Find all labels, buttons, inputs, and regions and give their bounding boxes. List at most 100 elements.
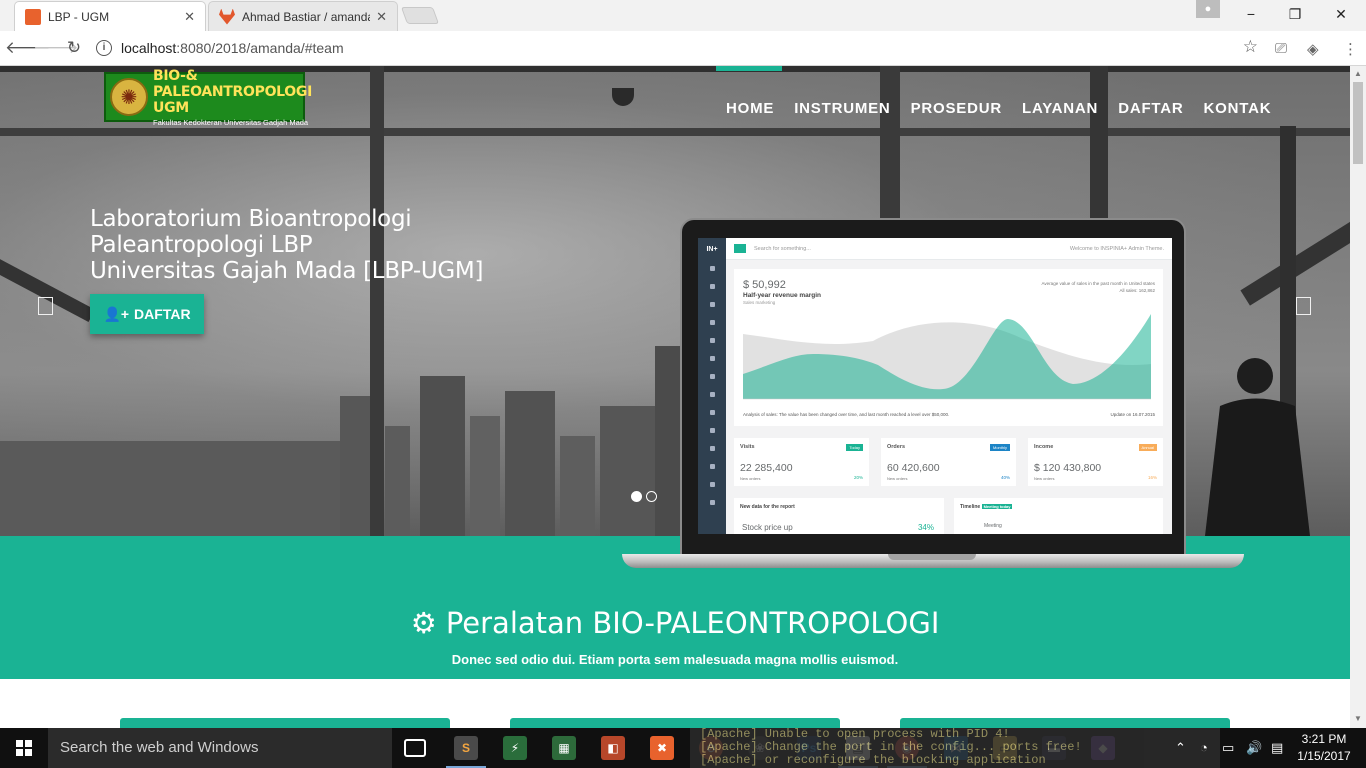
- new-tab-button[interactable]: [400, 7, 440, 24]
- menu-item-daftar[interactable]: DAFTAR: [1118, 100, 1184, 117]
- dashboard-sidebar: IN+: [698, 238, 726, 534]
- laptop-notch: [888, 554, 976, 560]
- carousel-dot-1[interactable]: [631, 491, 642, 502]
- hero-headline: Laboratorium Bioantropologi Paleantropol…: [90, 206, 483, 284]
- window-beam: [0, 128, 1350, 136]
- taskbar-search[interactable]: Search the web and Windows: [48, 728, 392, 768]
- menu-item-layanan[interactable]: LAYANAN: [1022, 100, 1099, 117]
- chevron-up-icon[interactable]: ⌃: [1175, 740, 1186, 755]
- notification-icon[interactable]: ▤: [1271, 740, 1284, 755]
- sidebar-icon: [709, 320, 715, 325]
- hero-line: Universitas Gajah Mada [LBP-UGM]: [90, 258, 484, 284]
- back-button[interactable]: 🡐: [5, 38, 51, 57]
- xampp-icon[interactable]: ✖: [650, 736, 674, 760]
- window-beam: [880, 66, 900, 226]
- daftar-button[interactable]: 👤+ DAFTAR: [90, 294, 204, 334]
- url-text[interactable]: localhost:8080/2018/amanda/#team: [121, 40, 344, 56]
- address-bar[interactable]: i localhost:8080/2018/amanda/#team ☆: [92, 35, 1268, 61]
- tab-lbp-ugm[interactable]: LBP - UGM ✕: [14, 1, 206, 31]
- minimize-button[interactable]: −: [1246, 6, 1256, 22]
- revenue-value: $ 50,992: [743, 279, 786, 291]
- instrument-card[interactable]: [510, 718, 840, 728]
- instrument-card[interactable]: [120, 718, 450, 728]
- site-logo[interactable]: ✺ BIO-& PALEOANTROPOLOGI UGM Fakultas Ke…: [104, 68, 312, 127]
- clock-date: 1/15/2017: [1297, 749, 1351, 763]
- gear-icon: ⚙: [410, 606, 437, 640]
- menu-item-home[interactable]: HOME: [726, 100, 775, 117]
- close-window-button[interactable]: ✕: [1335, 5, 1347, 22]
- timeline-badge: Meeting today: [981, 504, 1013, 509]
- app-icon[interactable]: ⚡: [503, 736, 527, 760]
- extension-icon[interactable]: ◈: [1307, 41, 1319, 58]
- page-scrollbar[interactable]: ▲ ▼: [1350, 66, 1366, 728]
- menu-icon[interactable]: ⋮: [1343, 41, 1358, 58]
- scroll-up-icon[interactable]: ▲: [1354, 69, 1362, 78]
- profile-icon[interactable]: ●: [1196, 0, 1220, 18]
- wifi-icon[interactable]: ◔: [1200, 740, 1208, 755]
- tab-gitlab[interactable]: Ahmad Bastiar / amanda ✕: [208, 1, 398, 31]
- security-camera: [612, 88, 634, 106]
- revenue-chart-panel: $ 50,992 Half-year revenue margin Sales …: [734, 269, 1163, 426]
- dashboard-topbar: Search for something... Welcome to INSPI…: [726, 238, 1172, 260]
- hamburger-icon: [734, 244, 746, 253]
- bookmark-star-icon[interactable]: ☆: [1242, 37, 1258, 56]
- stat-pct: 40%: [1000, 475, 1010, 480]
- carousel-dot-2[interactable]: [646, 491, 657, 502]
- stat-pct: 20%: [853, 475, 863, 480]
- sidebar-icon: [709, 464, 715, 469]
- info-icon[interactable]: i: [96, 40, 112, 56]
- building: [560, 436, 595, 536]
- section-title-text: Peralatan BIO-PALEONTROPOLOGI: [445, 606, 940, 640]
- panel-title: Timeline Meeting today: [960, 504, 1013, 510]
- web-page: ✺ BIO-& PALEOANTROPOLOGI UGM Fakultas Ke…: [0, 66, 1350, 728]
- tab-title: LBP - UGM: [48, 9, 110, 24]
- task-view-icon[interactable]: [404, 739, 426, 757]
- building: [420, 376, 465, 536]
- sidebar-icon: [709, 284, 715, 289]
- window-beam: [370, 66, 384, 536]
- maximize-button[interactable]: ❐: [1288, 5, 1302, 22]
- building: [655, 346, 680, 536]
- cast-icon[interactable]: ⎚: [1275, 40, 1288, 57]
- tab-close-icon[interactable]: ✕: [184, 8, 195, 24]
- sublime-text-icon[interactable]: S: [454, 736, 478, 760]
- hero-line: Laboratorium Bioantropologi: [90, 206, 412, 232]
- area-chart: [743, 314, 1151, 400]
- sidebar-icon: [709, 392, 715, 397]
- scrollbar-thumb[interactable]: [1353, 82, 1363, 164]
- carousel-prev-button[interactable]: [38, 297, 53, 315]
- menu-item-instrumen[interactable]: INSTRUMEN: [794, 100, 891, 117]
- carousel-next-button[interactable]: [1296, 297, 1311, 315]
- menu-item-kontak[interactable]: KONTAK: [1203, 100, 1272, 117]
- tab-strip: LBP - UGM ✕ Ahmad Bastiar / amanda ✕ ● −…: [0, 0, 1366, 31]
- battery-icon[interactable]: ▭: [1222, 740, 1235, 755]
- instrument-card[interactable]: [900, 718, 1230, 728]
- excel-icon[interactable]: ▦: [552, 736, 576, 760]
- office-icon[interactable]: ◧: [601, 736, 625, 760]
- start-button[interactable]: [0, 728, 48, 768]
- city-block: [0, 441, 340, 536]
- main-menu: HOME INSTRUMEN PROSEDUR LAYANAN DAFTAR K…: [716, 97, 1281, 120]
- panel-row: Meeting: [984, 523, 1002, 529]
- chart-title: Half-year revenue margin: [743, 292, 822, 299]
- windows-icon: [16, 740, 32, 756]
- reload-button[interactable]: ↻: [66, 38, 82, 57]
- stat-badge: Monthly: [989, 444, 1010, 451]
- sidebar-icon: [709, 374, 715, 379]
- stat-sub: New orders: [887, 476, 908, 481]
- laptop-base: [622, 554, 1244, 568]
- building: [385, 426, 410, 536]
- log-line: [Apache] or reconfigure the blocking app…: [700, 753, 1046, 767]
- scroll-down-icon[interactable]: ▼: [1354, 714, 1362, 723]
- tab-close-icon[interactable]: ✕: [376, 8, 387, 24]
- stat-label: Visits: [740, 444, 755, 450]
- report-panel: New data for the report Stock price up 3…: [734, 498, 944, 534]
- person-silhouette: [1205, 358, 1310, 536]
- daftar-label: DAFTAR: [134, 306, 191, 322]
- forward-button[interactable]: 🡒: [33, 38, 79, 57]
- menu-item-prosedur[interactable]: PROSEDUR: [910, 100, 1002, 117]
- section-subtitle: Donec sed odio dui. Etiam porta sem male…: [451, 652, 899, 667]
- stat-badge: Today: [846, 444, 863, 451]
- volume-icon[interactable]: 🔊: [1246, 740, 1263, 755]
- taskbar-clock[interactable]: 3:21 PM 1/15/2017: [1296, 731, 1352, 765]
